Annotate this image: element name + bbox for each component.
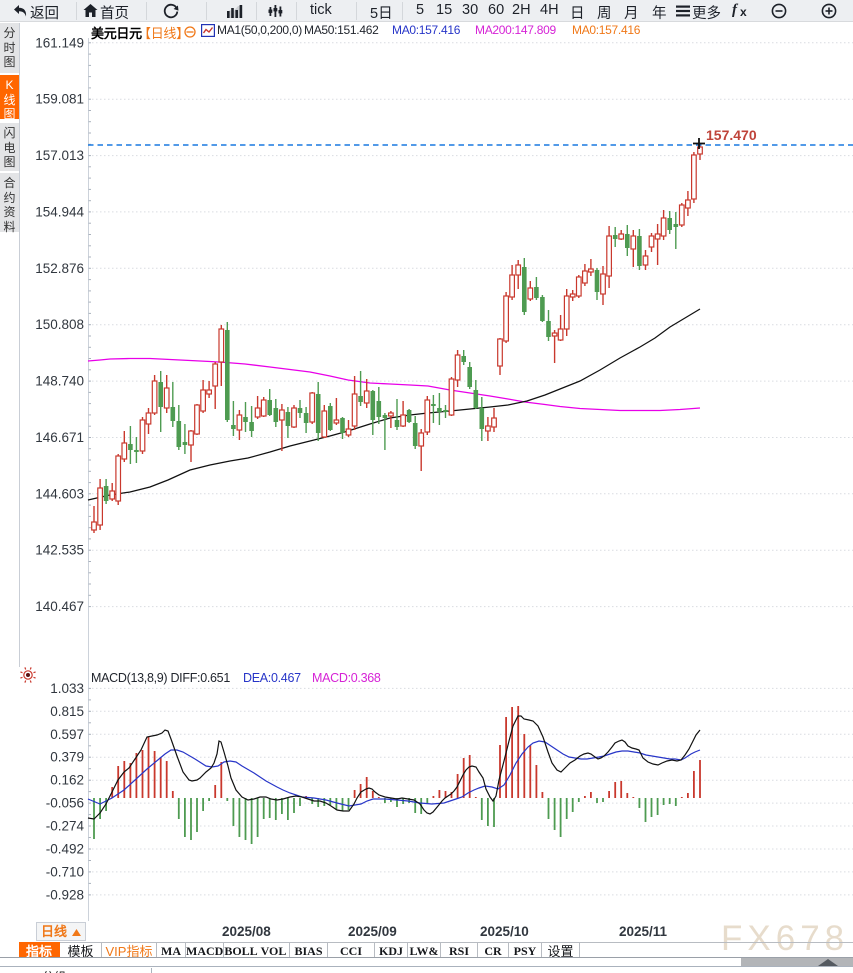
svg-text:DEA:0.467: DEA:0.467 bbox=[243, 671, 301, 685]
svg-text:0.597: 0.597 bbox=[50, 727, 84, 742]
svg-text:-0.710: -0.710 bbox=[46, 864, 84, 879]
svg-text:152.876: 152.876 bbox=[35, 261, 84, 276]
svg-text:150.808: 150.808 bbox=[35, 317, 84, 332]
svg-text:0.815: 0.815 bbox=[50, 704, 84, 719]
svg-text:146.671: 146.671 bbox=[35, 430, 84, 445]
svg-text:-0.274: -0.274 bbox=[46, 819, 85, 834]
svg-text:157.470: 157.470 bbox=[706, 127, 757, 143]
svg-text:142.535: 142.535 bbox=[35, 543, 84, 558]
svg-text:0.162: 0.162 bbox=[50, 773, 84, 788]
svg-text:MACD:0.368: MACD:0.368 bbox=[312, 671, 381, 685]
svg-text:159.081: 159.081 bbox=[35, 92, 84, 107]
svg-text:-0.056: -0.056 bbox=[46, 796, 84, 811]
svg-text:MACD(13,8,9) DIFF:0.651: MACD(13,8,9) DIFF:0.651 bbox=[91, 671, 230, 685]
svg-text:0.379: 0.379 bbox=[50, 750, 84, 765]
svg-text:161.149: 161.149 bbox=[35, 35, 84, 50]
svg-text:148.740: 148.740 bbox=[35, 374, 84, 389]
svg-text:154.944: 154.944 bbox=[35, 204, 84, 219]
svg-text:1.033: 1.033 bbox=[50, 681, 84, 696]
svg-text:-0.928: -0.928 bbox=[46, 887, 84, 902]
svg-text:-0.492: -0.492 bbox=[46, 842, 84, 857]
svg-text:140.467: 140.467 bbox=[35, 599, 84, 614]
svg-text:157.013: 157.013 bbox=[35, 148, 84, 163]
svg-text:144.603: 144.603 bbox=[35, 486, 84, 501]
